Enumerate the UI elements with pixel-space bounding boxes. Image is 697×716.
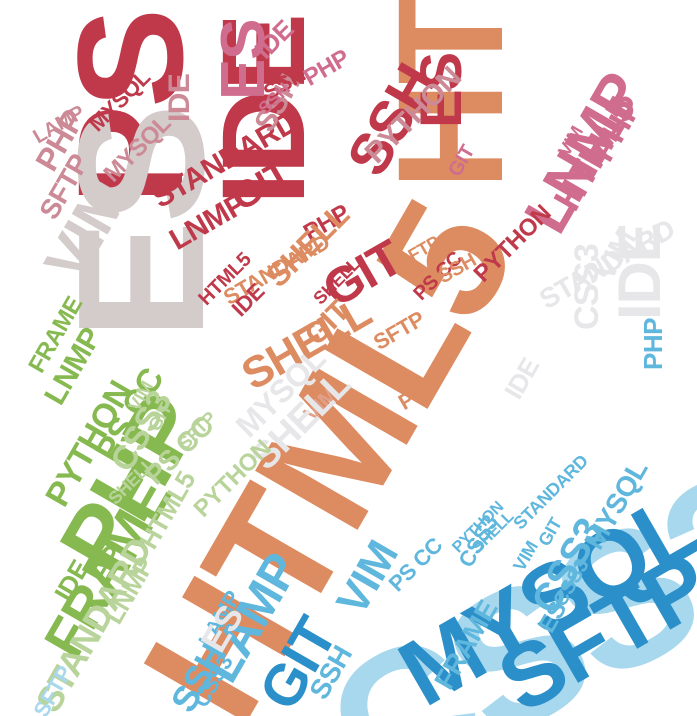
cloud-word: PHP <box>638 318 668 370</box>
cloud-word: IDE <box>163 73 196 122</box>
cloud-word: IDE <box>498 352 546 404</box>
